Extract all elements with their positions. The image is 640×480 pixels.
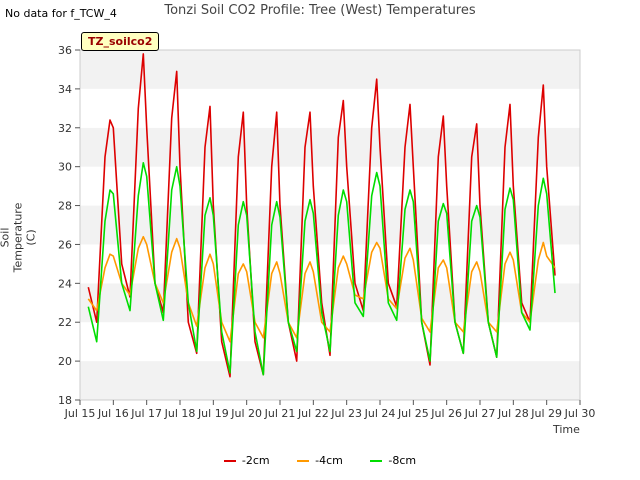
legend-label-2cm: -2cm <box>241 454 270 467</box>
grid-band <box>80 88 580 128</box>
x-tick-label: Jul 18 <box>164 407 196 420</box>
x-tick-label: Jul 28 <box>497 407 529 420</box>
x-tick-label: Jul 25 <box>397 407 429 420</box>
plot-frame <box>79 49 581 401</box>
legend-swatch-4cm <box>297 460 310 462</box>
grid-band <box>80 244 580 284</box>
x-tick-label: Jul 29 <box>530 407 562 420</box>
legend-item-8cm: -8cm <box>370 454 416 467</box>
series-line-minus-4cm <box>87 235 556 343</box>
legend-swatch-2cm <box>223 460 236 462</box>
x-tick-label: Jul 27 <box>464 407 496 420</box>
legend-item-4cm: -4cm <box>297 454 343 467</box>
x-tick-label: Jul 20 <box>230 407 262 420</box>
grid-band <box>80 205 580 245</box>
x-tick-label: Jul 19 <box>197 407 229 420</box>
x-tick-label: Jul 17 <box>130 407 162 420</box>
x-tick-label: Jul 30 <box>564 407 596 420</box>
x-tick-label: Jul 15 <box>64 407 96 420</box>
x-tick-label: Jul 16 <box>97 407 129 420</box>
y-tick-label: 32 <box>58 122 72 135</box>
series-lines <box>87 53 556 378</box>
y-tick-label: 26 <box>58 238 72 251</box>
y-tick-label: 36 <box>58 44 72 57</box>
y-tick-label: 20 <box>58 355 72 368</box>
y-axis: 18 20 22 24 26 28 30 32 34 36 <box>58 44 80 407</box>
y-tick-label: 24 <box>58 277 72 290</box>
y-tick-label: 30 <box>58 161 72 174</box>
grid-band <box>80 361 580 400</box>
grid-bands <box>80 50 580 400</box>
y-tick-label: 34 <box>58 83 72 96</box>
legend-swatch-8cm <box>370 460 383 462</box>
grid-band <box>80 50 580 89</box>
x-axis-label: Time <box>553 423 580 436</box>
x-tick-label: Jul 26 <box>430 407 462 420</box>
legend-item-2cm: -2cm <box>223 454 270 467</box>
x-tick-label: Jul 24 <box>364 407 396 420</box>
legend-label-4cm: -4cm <box>315 454 343 467</box>
x-tick-label: Jul 23 <box>330 407 362 420</box>
no-data-note: No data for f_TCW_4 <box>5 7 117 20</box>
x-axis: Jul 15 Jul 16 Jul 17 Jul 18 Jul 19 Jul 20 Jul … <box>64 400 596 420</box>
y-tick-label: 18 <box>58 394 72 407</box>
legend-label-8cm: -8cm <box>388 454 417 467</box>
y-tick-label: 28 <box>58 200 72 213</box>
site-badge: TZ_soilco2 <box>81 32 160 51</box>
legend: -2cm -4cm -8cm <box>0 454 640 467</box>
chart-title: Tonzi Soil CO2 Profile: Tree (West) Temp… <box>164 3 476 18</box>
x-tick-label: Jul 21 <box>264 407 296 420</box>
y-tick-label: 22 <box>58 316 72 329</box>
grid-band <box>80 166 580 206</box>
series-line-minus-8cm <box>87 162 556 376</box>
x-tick-label: Jul 22 <box>297 407 329 420</box>
grid-band <box>80 283 580 323</box>
series-line-minus-2cm <box>87 53 556 378</box>
grid-band <box>80 127 580 167</box>
